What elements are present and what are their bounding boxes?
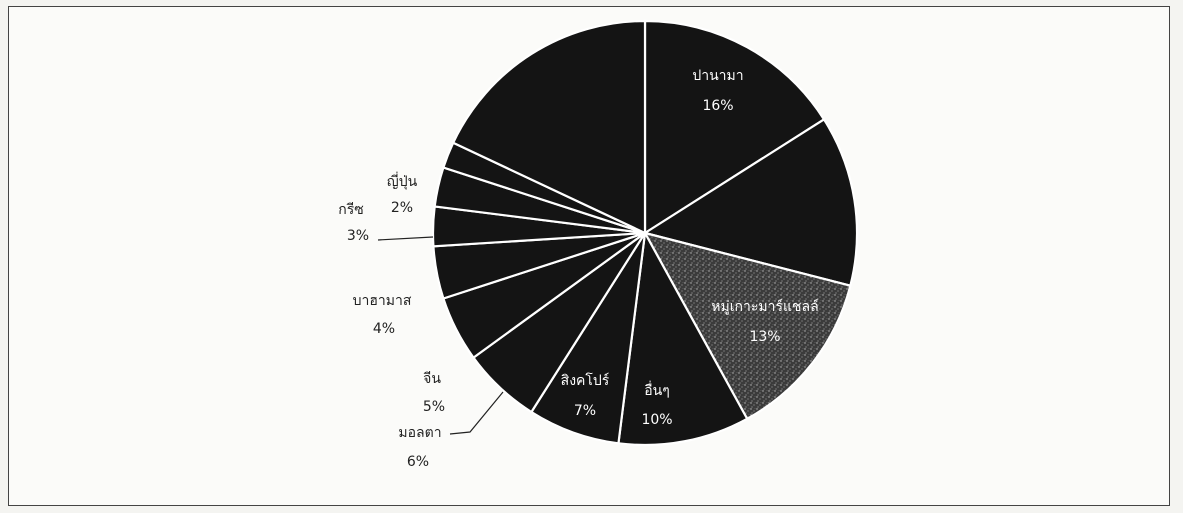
pie-slice-3: [642, 231, 852, 421]
slice-label-5: สิงคโปร์: [561, 372, 610, 389]
slice-label-3: หมู่เกาะมาร์แชลล์: [711, 298, 818, 315]
pie-slice-12: [451, 19, 647, 235]
slice-value-label-4: 10%: [641, 412, 672, 428]
slice-value-label-6: 6%: [407, 454, 429, 470]
slice-value-label-10: 3%: [347, 228, 369, 244]
pie-slice-4: [617, 229, 749, 447]
slice-value-label-1: 16%: [702, 98, 733, 114]
slice-label-11: ญี่ปุ่น: [387, 172, 418, 190]
slice-value-label-5: 7%: [574, 403, 596, 419]
slice-label-8: บาฮามาส: [353, 293, 412, 309]
leader-line-10: [377, 236, 434, 241]
slice-label-7: จีน: [423, 371, 441, 387]
pie-slices: [431, 19, 859, 447]
slice-value-label-11: 2%: [391, 200, 413, 216]
slice-label-4: อื่นๆ: [644, 381, 670, 399]
pie-slice-1: [643, 19, 826, 236]
slice-label-6: มอลตา: [398, 425, 441, 441]
slice-value-label-7: 5%: [423, 399, 445, 415]
slice-label-1: ปานามา: [692, 68, 743, 84]
slice-value-label-3: 13%: [749, 329, 780, 345]
pie-slice-2: [642, 117, 859, 288]
slice-label-10: กรีซ: [338, 202, 364, 218]
slice-value-label-8: 4%: [373, 321, 395, 337]
pie-labels: ปานามา 16% หมู่เกาะมาร์แชลล์ 13% อื่นๆ 10% สิง…: [338, 68, 818, 470]
leader-line-6: [449, 391, 504, 435]
